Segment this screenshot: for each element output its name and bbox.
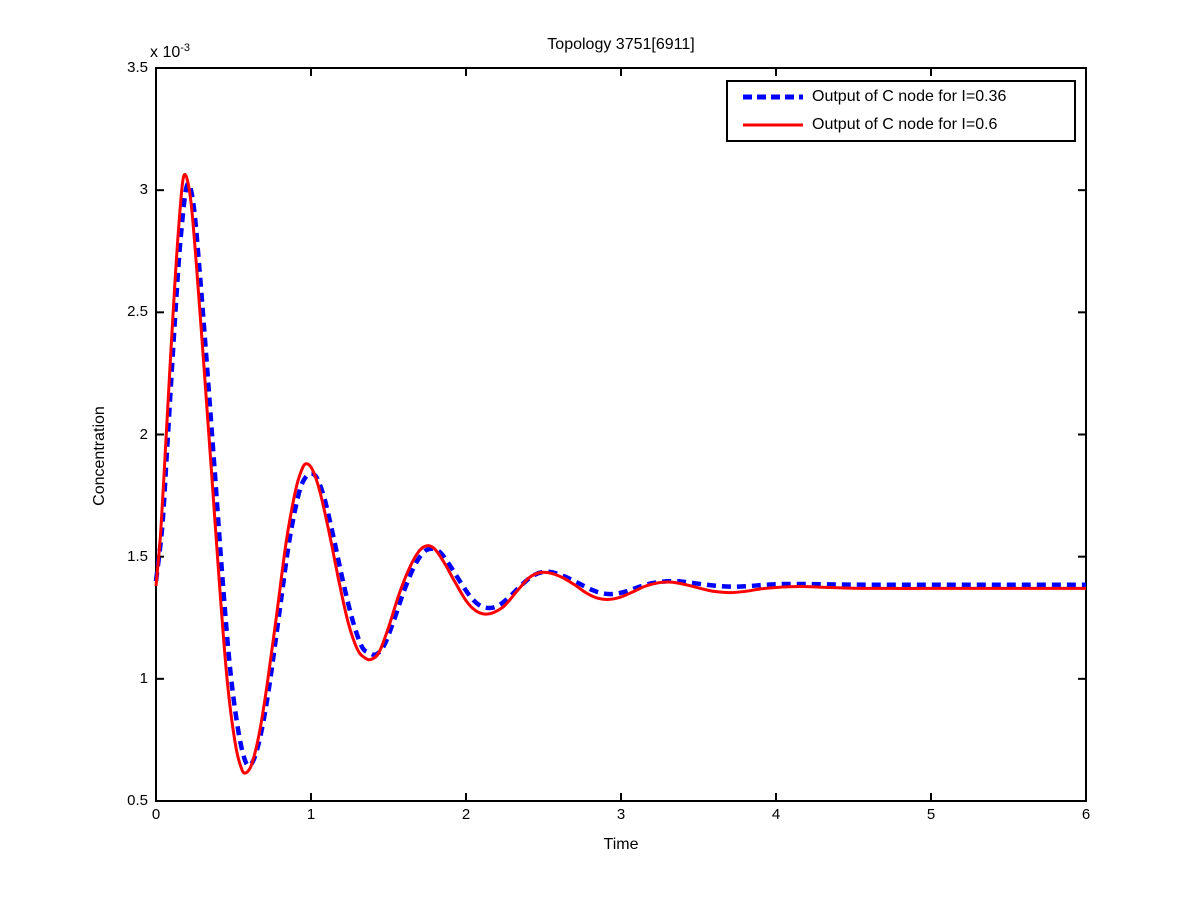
y-axis-exponent: x 10-3 xyxy=(150,42,190,62)
axis-box xyxy=(155,67,1087,802)
x-tick-label: 3 xyxy=(616,806,626,823)
legend-entry: Output of C node for I=0.6 xyxy=(728,112,1074,138)
y-tick-label: 3.5 xyxy=(127,59,148,76)
x-axis-label: Time xyxy=(603,836,639,853)
series-line-solid xyxy=(154,173,1086,775)
legend-entry: Output of C node for I=0.36 xyxy=(728,84,1074,110)
x-tick-label: 0 xyxy=(151,806,161,823)
y-tick-label: 2.5 xyxy=(127,303,148,321)
legend-label: Output of C node for I=0.6 xyxy=(812,116,998,133)
y-axis-label: Concentration xyxy=(91,406,108,506)
chart-title: Topology 3751[6911] xyxy=(547,36,695,53)
x-tick-label: 2 xyxy=(461,806,471,823)
y-axis-exponent-base: x 10 xyxy=(150,44,181,61)
x-tick-label: 5 xyxy=(926,806,936,823)
x-tick-label: 1 xyxy=(306,806,316,823)
y-tick-label: 1.5 xyxy=(127,547,148,565)
legend-line-solid-icon xyxy=(743,123,803,127)
y-tick-label: 2 xyxy=(139,425,148,443)
legend-line-dashed-icon xyxy=(743,94,803,100)
legend-label: Output of C node for I=0.36 xyxy=(812,88,1007,105)
y-tick-label: 3 xyxy=(139,181,148,199)
x-tick-label: 6 xyxy=(1081,806,1091,823)
y-axis-exponent-power: -3 xyxy=(180,42,191,54)
y-tick-label: 0.5 xyxy=(127,792,148,809)
series-line-dashed xyxy=(153,181,1086,768)
y-tick-label: 1 xyxy=(139,669,148,687)
x-tick-label: 4 xyxy=(771,806,781,823)
legend: Output of C node for I=0.36 Output of C … xyxy=(726,80,1076,142)
